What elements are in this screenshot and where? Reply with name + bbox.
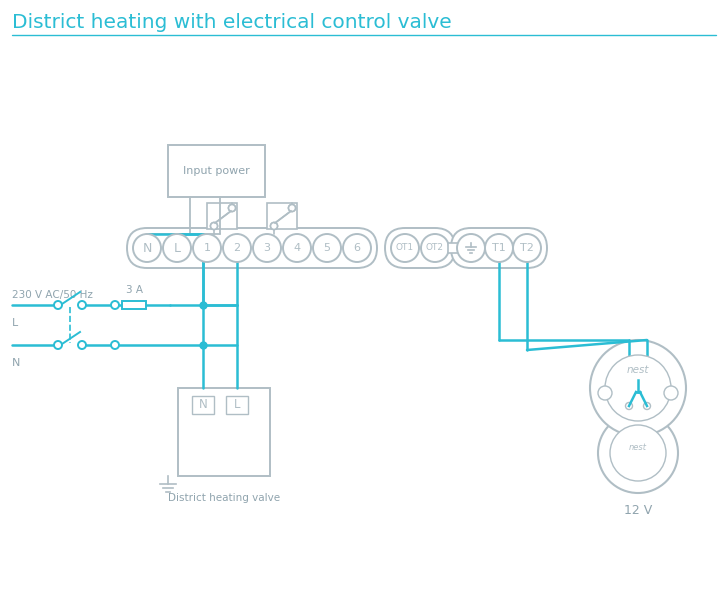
Text: T1: T1 [492,243,506,253]
Text: OT2: OT2 [426,244,444,252]
FancyBboxPatch shape [192,396,214,414]
Circle shape [664,386,678,400]
Text: Input power: Input power [183,166,250,176]
Circle shape [78,301,86,309]
Circle shape [78,341,86,349]
Text: nest: nest [629,444,647,453]
FancyBboxPatch shape [451,228,547,268]
Text: N: N [142,242,151,254]
Circle shape [210,223,218,229]
FancyBboxPatch shape [448,243,458,253]
Circle shape [485,234,513,262]
Circle shape [457,234,485,262]
Text: 230 V AC/50 Hz: 230 V AC/50 Hz [12,290,93,300]
FancyBboxPatch shape [207,203,237,229]
Circle shape [253,234,281,262]
Circle shape [229,204,235,211]
Text: 4: 4 [293,243,301,253]
FancyBboxPatch shape [226,396,248,414]
FancyBboxPatch shape [178,388,270,476]
Text: N: N [12,358,20,368]
Circle shape [163,234,191,262]
FancyBboxPatch shape [267,203,297,229]
Text: 6: 6 [354,243,360,253]
Text: 2: 2 [234,243,240,253]
Text: nest: nest [627,365,649,375]
Circle shape [288,204,296,211]
Text: 5: 5 [323,243,331,253]
FancyBboxPatch shape [127,228,377,268]
Circle shape [598,386,612,400]
Circle shape [111,301,119,309]
Circle shape [271,223,277,229]
Circle shape [223,234,251,262]
Circle shape [133,234,161,262]
Text: 12 V: 12 V [624,504,652,517]
Circle shape [283,234,311,262]
Circle shape [625,403,633,409]
Text: T2: T2 [520,243,534,253]
Circle shape [343,234,371,262]
Text: 1: 1 [204,243,210,253]
FancyBboxPatch shape [122,301,146,309]
Circle shape [210,223,218,229]
Circle shape [229,204,235,211]
Circle shape [590,340,686,436]
Circle shape [391,234,419,262]
Circle shape [421,234,449,262]
Text: District heating with electrical control valve: District heating with electrical control… [12,12,452,31]
Text: 3: 3 [264,243,271,253]
Circle shape [605,355,671,421]
Circle shape [111,341,119,349]
FancyBboxPatch shape [385,228,455,268]
Text: L: L [12,318,18,328]
Circle shape [644,403,651,409]
Text: N: N [199,399,207,412]
Text: L: L [173,242,181,254]
Circle shape [288,204,296,211]
Circle shape [598,413,678,493]
Circle shape [193,234,221,262]
Text: OT1: OT1 [396,244,414,252]
FancyBboxPatch shape [168,145,265,197]
Text: District heating valve: District heating valve [168,493,280,503]
Text: L: L [234,399,240,412]
Circle shape [513,234,541,262]
Circle shape [54,301,62,309]
Circle shape [313,234,341,262]
Circle shape [610,425,666,481]
Text: 3 A: 3 A [126,285,143,295]
Circle shape [271,223,277,229]
Circle shape [54,341,62,349]
